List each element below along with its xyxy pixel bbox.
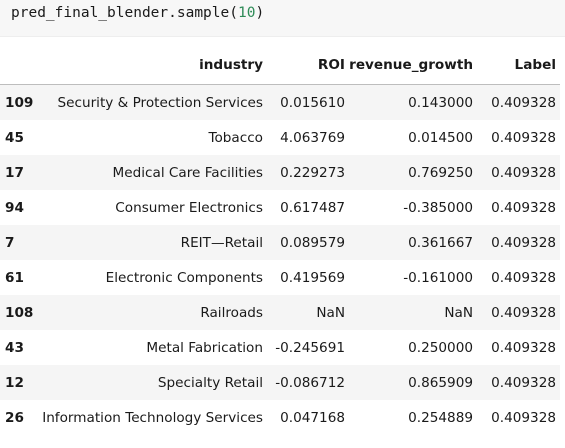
revenue-growth-cell: 0.250000 xyxy=(408,339,473,356)
table-row: 108 Railroads NaN NaN 0.409328 xyxy=(0,295,560,330)
roi-cell: 0.229273 xyxy=(280,164,345,181)
code-method: .sample( xyxy=(168,5,238,21)
code-close-paren: ) xyxy=(255,5,265,21)
column-header-revenue-growth: revenue_growth xyxy=(349,46,477,85)
label-cell: 0.409328 xyxy=(491,94,556,111)
revenue-growth-cell: 0.865909 xyxy=(408,374,473,391)
industry-cell: Specialty Retail xyxy=(157,374,263,391)
roi-cell: 0.015610 xyxy=(280,94,345,111)
code-object: pred_final_blender xyxy=(11,5,169,21)
column-header-roi: ROI xyxy=(267,46,349,85)
industry-cell: Railroads xyxy=(200,304,263,321)
revenue-growth-cell: 0.769250 xyxy=(408,164,473,181)
industry-cell: Security & Protection Services xyxy=(57,94,263,111)
industry-cell: Tobacco xyxy=(208,129,263,146)
label-cell: 0.409328 xyxy=(491,234,556,251)
row-index: 109 xyxy=(5,94,34,111)
table-row: 17 Medical Care Facilities 0.229273 0.76925… xyxy=(0,155,560,190)
industry-cell: Electronic Components xyxy=(105,269,263,286)
dataframe-table: industry ROI revenue_growth Label 109 Sec… xyxy=(0,46,560,435)
row-index: 61 xyxy=(5,269,24,286)
roi-cell: -0.245691 xyxy=(275,339,345,356)
row-index: 26 xyxy=(5,409,24,426)
table-row: 45 Tobacco 4.063769 0.014500 0.409328 xyxy=(0,120,560,155)
roi-cell: 0.089579 xyxy=(280,234,345,251)
table-row: 109 Security & Protection Services 0.01561… xyxy=(0,84,560,120)
label-cell: 0.409328 xyxy=(491,304,556,321)
label-cell: 0.409328 xyxy=(491,269,556,286)
table-row: 7 REIT—Retail 0.089579 0.361667 0.409328 xyxy=(0,225,560,260)
row-index: 12 xyxy=(5,374,24,391)
roi-cell: NaN xyxy=(316,304,345,321)
industry-cell: Metal Fabrication xyxy=(146,339,263,356)
industry-cell: Information Technology Services xyxy=(42,409,263,426)
column-header-label: Label xyxy=(477,46,560,85)
label-cell: 0.409328 xyxy=(491,164,556,181)
table-row: 43 Metal Fabrication -0.245691 0.250000 0.40… xyxy=(0,330,560,365)
table-row: 26 Information Technology Services 0.04716… xyxy=(0,400,560,435)
table-body: 109 Security & Protection Services 0.01561… xyxy=(0,84,560,435)
label-cell: 0.409328 xyxy=(491,129,556,146)
label-cell: 0.409328 xyxy=(491,199,556,216)
label-cell: 0.409328 xyxy=(491,339,556,356)
table-row: 94 Consumer Electronics 0.617487 -0.385000 0… xyxy=(0,190,560,225)
revenue-growth-cell: -0.161000 xyxy=(403,269,473,286)
revenue-growth-cell: -0.385000 xyxy=(403,199,473,216)
row-index: 94 xyxy=(5,199,24,216)
table-row: 61 Electronic Components 0.419569 -0.161000… xyxy=(0,260,560,295)
row-index: 108 xyxy=(5,304,34,321)
revenue-growth-cell: 0.361667 xyxy=(408,234,473,251)
roi-cell: -0.086712 xyxy=(275,374,345,391)
row-index: 45 xyxy=(5,129,24,146)
row-index: 17 xyxy=(5,164,24,181)
roi-cell: 4.063769 xyxy=(280,129,345,146)
roi-cell: 0.047168 xyxy=(280,409,345,426)
header-row: industry ROI revenue_growth Label xyxy=(0,46,560,85)
revenue-growth-cell: NaN xyxy=(444,304,473,321)
code-argument: 10 xyxy=(237,5,256,21)
industry-cell: Medical Care Facilities xyxy=(112,164,263,181)
row-index: 7 xyxy=(5,234,15,251)
roi-cell: 0.617487 xyxy=(280,199,345,216)
revenue-growth-cell: 0.143000 xyxy=(408,94,473,111)
index-header xyxy=(0,46,42,85)
row-index: 43 xyxy=(5,339,24,356)
industry-cell: Consumer Electronics xyxy=(115,199,263,216)
roi-cell: 0.419569 xyxy=(280,269,345,286)
revenue-growth-cell: 0.254889 xyxy=(408,409,473,426)
code-cell[interactable]: pred_final_blender.sample(10) xyxy=(0,0,565,37)
label-cell: 0.409328 xyxy=(491,374,556,391)
label-cell: 0.409328 xyxy=(491,409,556,426)
column-header-industry: industry xyxy=(42,46,267,85)
code-line[interactable]: pred_final_blender.sample(10) xyxy=(11,3,264,23)
industry-cell: REIT—Retail xyxy=(180,234,263,251)
cell-output: industry ROI revenue_growth Label 109 Sec… xyxy=(0,46,565,446)
revenue-growth-cell: 0.014500 xyxy=(408,129,473,146)
table-row: 12 Specialty Retail -0.086712 0.865909 0.409… xyxy=(0,365,560,400)
